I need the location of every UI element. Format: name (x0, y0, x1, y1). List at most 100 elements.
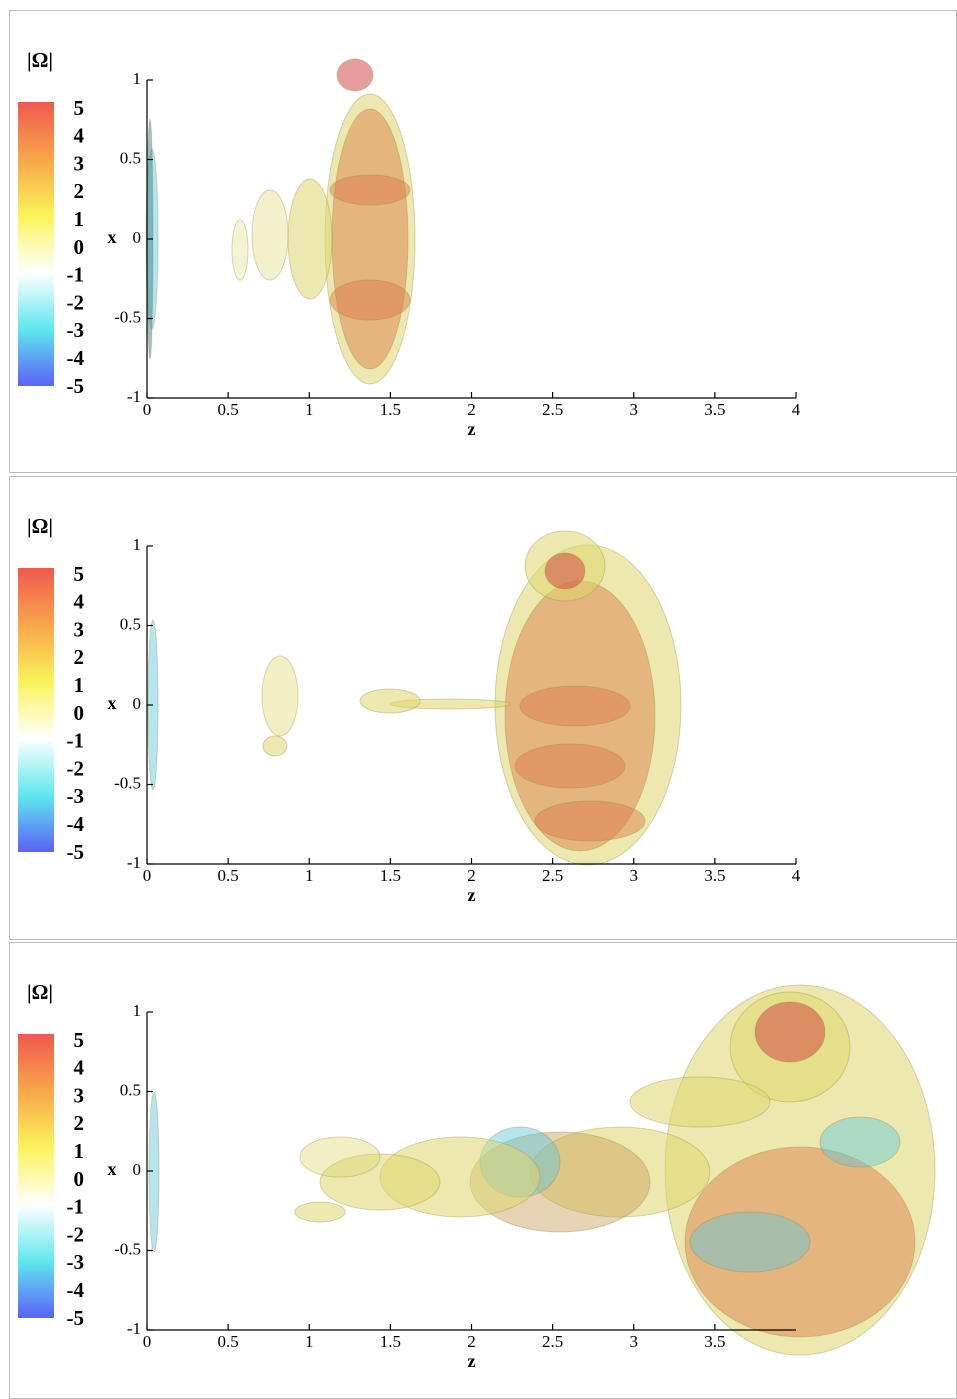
colorbar-tick-label: 4 (74, 1056, 85, 1080)
x-tick-label: 3 (630, 866, 639, 885)
y-tick-label: 0 (133, 228, 142, 247)
x-tick-label: 1 (305, 866, 314, 885)
y-tick-label: 1 (133, 69, 142, 88)
colorbar-tick-label: 0 (74, 235, 85, 259)
isosurface-render (819, 1116, 901, 1168)
y-tick-label: 1 (133, 535, 142, 554)
colorbar (18, 102, 54, 386)
y-tick-label: 0 (133, 1160, 142, 1179)
y-tick-label: 0 (133, 694, 142, 713)
colorbar-tick-label: 1 (74, 207, 85, 231)
colorbar-tick-label: -4 (67, 812, 85, 836)
isosurface-render (294, 1201, 346, 1223)
isosurface-render (261, 655, 299, 737)
x-tick-label: 3.5 (704, 1332, 725, 1351)
x-tick-label: 3 (630, 1332, 639, 1351)
x-tick-label: 1 (305, 1332, 314, 1351)
isosurface-render (299, 1136, 381, 1178)
y-axis-label: x (108, 693, 117, 713)
x-tick-label: 3.5 (704, 400, 725, 419)
colorbar-tick-label: 3 (74, 1083, 85, 1107)
colorbar-tick-label: 0 (74, 1167, 85, 1191)
isosurface-render (262, 735, 288, 757)
x-tick-label: 4 (792, 400, 801, 419)
isosurface-render (514, 743, 626, 789)
isosurface-render (359, 688, 421, 714)
colorbar-tick-label: -3 (67, 318, 85, 342)
x-tick-label: 1.5 (380, 400, 401, 419)
colorbar-tick-label: 5 (74, 562, 85, 586)
colorbar-tick-label: 1 (74, 673, 85, 697)
colorbar (18, 568, 54, 852)
x-tick-label: 2 (467, 400, 476, 419)
colorbar-tick-label: 2 (74, 1111, 85, 1135)
colorbar-tick-label: -2 (67, 756, 85, 780)
colorbar-tick-label: 3 (74, 617, 85, 641)
colorbar-tick-label: -5 (67, 840, 85, 864)
x-tick-label: 1.5 (380, 1332, 401, 1351)
y-axis-label: x (108, 227, 117, 247)
x-tick-label: 0.5 (218, 1332, 239, 1351)
panel: 0 0.5 1 1.5 2 2.5 3 3.5-1-0.500.51zx|Ω|543210-1… (9, 942, 957, 1399)
colorbar-tick-label: -1 (67, 1195, 85, 1219)
x-tick-label: 0 (143, 866, 152, 885)
colorbar-title: |Ω| (27, 980, 53, 1004)
y-tick-label: -1 (127, 853, 141, 872)
x-tick-label: 0.5 (218, 400, 239, 419)
x-tick-label: 3 (630, 400, 639, 419)
panel: 0 0.5 1 1.5 2 2.5 3 3.5 4-1-0.500.51zx|Ω|543210-… (9, 476, 957, 940)
colorbar-tick-label: -4 (67, 346, 85, 370)
isosurface-render (519, 685, 631, 727)
isosurface-render (148, 1091, 160, 1253)
colorbar-tick-label: 2 (74, 179, 85, 203)
isosurface-render (287, 178, 333, 300)
colorbar-title: |Ω| (27, 48, 53, 72)
colorbar-tick-label: -1 (67, 263, 85, 287)
colorbar-tick-label: -2 (67, 1222, 85, 1246)
y-tick-label: -0.5 (114, 1239, 141, 1258)
colorbar (18, 1034, 54, 1318)
y-axis-label: x (108, 1159, 117, 1179)
x-tick-label: 1.5 (380, 866, 401, 885)
x-tick-label: 0 (143, 400, 152, 419)
colorbar-tick-label: -5 (67, 374, 85, 398)
x-axis-label: z (468, 1351, 476, 1371)
x-tick-label: 2.5 (542, 400, 563, 419)
isosurface-render (544, 552, 586, 590)
isosurface-render (319, 1153, 441, 1211)
colorbar-tick-label: 1 (74, 1139, 85, 1163)
colorbar-tick-label: 5 (74, 96, 85, 120)
colorbar-tick-label: 0 (74, 701, 85, 725)
isosurface-render (684, 1146, 916, 1338)
colorbar-tick-label: 2 (74, 645, 85, 669)
y-tick-label: -1 (127, 387, 141, 406)
isosurface-render (329, 174, 411, 206)
y-tick-label: -0.5 (114, 307, 141, 326)
x-tick-label: 2.5 (542, 866, 563, 885)
y-tick-label: 1 (133, 1001, 142, 1020)
colorbar-tick-label: -4 (67, 1278, 85, 1302)
isosurface-render (534, 800, 646, 842)
colorbar-tick-label: 3 (74, 151, 85, 175)
colorbar-tick-label: -1 (67, 729, 85, 753)
panel: 0 0.5 1 1.5 2 2.5 3 3.5 4-1-0.500.51zx|Ω|543210-… (9, 10, 957, 473)
y-tick-label: 0.5 (120, 1080, 141, 1099)
y-tick-label: 0.5 (120, 614, 141, 633)
colorbar-tick-label: 4 (74, 590, 85, 614)
isosurface-render (336, 58, 374, 92)
x-tick-label: 0 (143, 1332, 152, 1351)
x-tick-label: 4 (792, 866, 801, 885)
isosurface-render (251, 189, 289, 281)
isosurface-render (689, 1211, 811, 1273)
x-axis-label: z (468, 419, 476, 439)
y-tick-label: -0.5 (114, 773, 141, 792)
isosurface-render (329, 279, 411, 321)
x-tick-label: 2 (467, 866, 476, 885)
x-tick-label: 3.5 (704, 866, 725, 885)
colorbar-tick-label: -2 (67, 290, 85, 314)
colorbar-tick-label: 4 (74, 124, 85, 148)
x-tick-label: 0.5 (218, 866, 239, 885)
isosurface-render (231, 219, 249, 281)
x-tick-label: 2 (467, 1332, 476, 1351)
x-axis-label: z (468, 885, 476, 905)
